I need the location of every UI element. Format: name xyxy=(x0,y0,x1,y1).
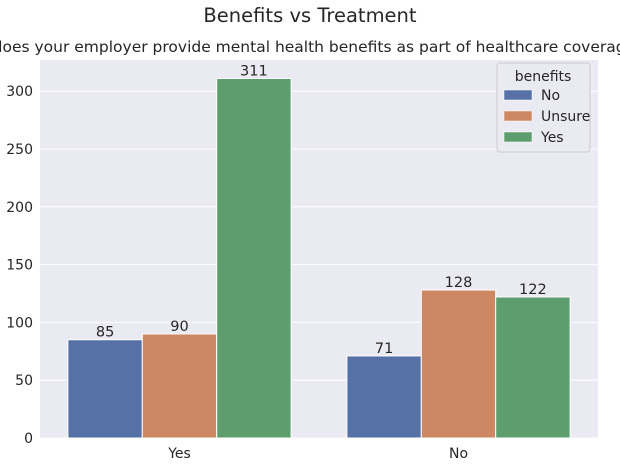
bar xyxy=(216,77,292,439)
bar xyxy=(420,289,497,439)
legend-swatch xyxy=(503,110,533,122)
bars xyxy=(67,77,571,439)
bar-value-label: 85 xyxy=(96,325,114,341)
bar-value-label: 311 xyxy=(240,63,268,79)
y-tick-label: 300 xyxy=(6,84,33,100)
y-tick-label: 100 xyxy=(6,315,33,331)
legend-title: benefits xyxy=(515,69,572,85)
y-tick-label: 150 xyxy=(6,258,33,274)
y-tick-label: 200 xyxy=(6,200,33,216)
y-tick-label: 50 xyxy=(15,373,33,389)
chart-subtitle: does your employer provide mental health… xyxy=(0,38,620,56)
y-tick-label: 0 xyxy=(24,431,33,447)
legend-label: No xyxy=(541,88,560,104)
x-tick-label: No xyxy=(449,446,468,462)
bar-value-label: 122 xyxy=(519,282,547,298)
legend-swatch xyxy=(503,89,533,101)
legend-box xyxy=(496,62,591,153)
x-tick-label: Yes xyxy=(167,446,191,462)
bar-value-label: 71 xyxy=(375,341,393,357)
bar-value-label: 90 xyxy=(170,319,188,335)
legend: benefits No Unsure Yes xyxy=(496,62,591,153)
y-tick-label: 250 xyxy=(6,142,33,158)
bar-value-label: 128 xyxy=(445,275,473,291)
bar xyxy=(495,296,571,439)
y-axis: 0 50 100 150 200 250 300 xyxy=(6,84,33,447)
bar xyxy=(67,339,143,439)
legend-swatch xyxy=(503,131,533,143)
bar xyxy=(346,355,422,439)
legend-label: Unsure xyxy=(541,109,590,125)
legend-label: Yes xyxy=(540,130,564,146)
bar xyxy=(141,333,218,439)
bar-labels: 85 90 311 71 128 122 xyxy=(96,63,547,356)
chart-title: Benefits vs Treatment xyxy=(203,4,416,27)
x-axis: Yes No xyxy=(167,446,468,462)
